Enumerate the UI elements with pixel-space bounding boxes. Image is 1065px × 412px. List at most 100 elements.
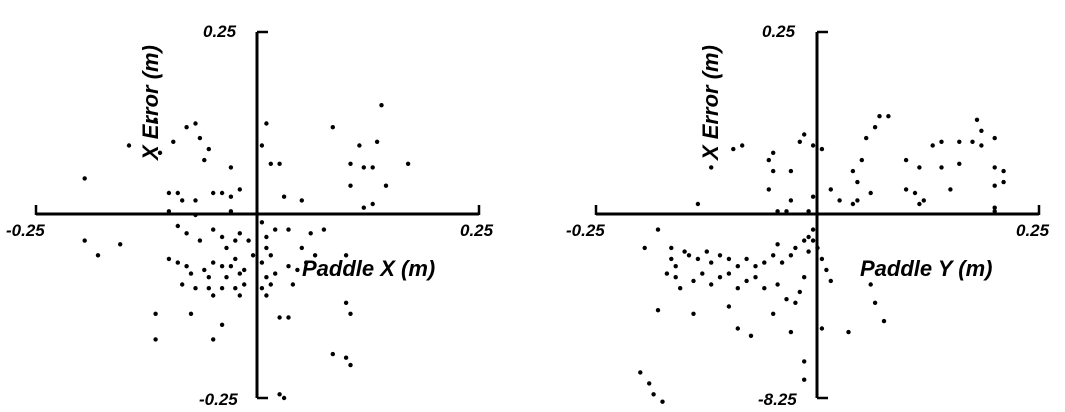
scatter-point — [126, 143, 132, 148]
scatter-point — [175, 190, 180, 196]
scatter-point — [802, 275, 807, 280]
scatter-point — [211, 227, 216, 232]
scatter-point — [992, 135, 997, 141]
scatter-point — [379, 103, 384, 108]
scatter-point — [802, 359, 807, 364]
scatter-point — [655, 308, 661, 313]
scatter-point — [735, 264, 740, 269]
scatter-point — [660, 399, 665, 404]
x-tick-label-min: -0.25 — [566, 221, 605, 240]
scatter-point — [374, 139, 380, 144]
scatter-point — [259, 143, 265, 148]
scatter-point — [211, 337, 216, 342]
scatter-point — [855, 198, 860, 203]
scatter-point — [153, 117, 158, 123]
scatter-point — [828, 187, 833, 192]
panel-paddle-x: -0.25 0.25 0.25 -0.25 X Error (m) Paddle… — [6, 22, 494, 409]
scatter-point — [771, 168, 776, 174]
scatter-point — [180, 198, 185, 203]
scatter-point — [228, 209, 234, 214]
scatter-point — [348, 311, 353, 316]
scatter-point — [806, 234, 811, 240]
scatter-point — [806, 209, 811, 214]
scatter-point — [286, 315, 291, 320]
scatter-point — [917, 165, 922, 170]
scatter-point — [242, 282, 247, 287]
scatter-point — [802, 377, 807, 382]
scatter-point — [1001, 168, 1006, 174]
scatter-point — [259, 260, 265, 265]
scatter-point — [361, 165, 366, 170]
scatter-point — [686, 253, 692, 258]
scatter-point — [921, 198, 926, 203]
scatter-point — [281, 395, 287, 401]
scatter-point — [771, 253, 776, 258]
scatter-point — [642, 245, 647, 251]
scatter-point — [775, 242, 780, 247]
scatter-point — [370, 165, 375, 170]
y-tick-label-min: -8.25 — [758, 390, 797, 409]
scatter-point — [250, 253, 256, 258]
scatter-point — [872, 300, 878, 305]
scatter-point — [157, 150, 163, 155]
scatter-point — [744, 256, 749, 262]
scatter-point — [118, 242, 123, 247]
scatter-point — [704, 249, 709, 254]
scatter-point — [166, 209, 172, 214]
y-axis-title: X Error (m) — [698, 45, 723, 162]
scatter-point — [775, 209, 780, 214]
scatter-point — [330, 351, 335, 357]
scatter-point — [348, 183, 353, 188]
scatter-point — [735, 286, 740, 291]
scatter-point — [211, 260, 216, 265]
x-tick-label-min: -0.25 — [6, 221, 45, 240]
scatter-point — [970, 139, 975, 144]
scatter-point — [219, 322, 225, 327]
scatter-point — [299, 245, 304, 251]
scatter-point — [188, 271, 194, 276]
scatter-point — [202, 267, 207, 273]
scatter-point — [850, 168, 856, 174]
scatter-point — [673, 264, 678, 269]
scatter-point — [992, 183, 997, 188]
scatter-point — [1001, 179, 1006, 185]
scatter-point — [277, 315, 282, 320]
scatter-point — [175, 260, 180, 265]
scatter-point — [810, 238, 816, 243]
scatter-point — [273, 271, 278, 276]
y-tick-label-max: 0.25 — [203, 22, 237, 41]
scatter-point — [206, 146, 211, 152]
scatter-point — [206, 275, 211, 280]
scatter-point — [872, 125, 878, 130]
scatter-point — [709, 260, 714, 265]
scatter-point — [695, 201, 701, 207]
scatter-point — [850, 201, 856, 207]
scatter-point — [726, 271, 732, 276]
scatter-point — [651, 392, 656, 397]
scatter-point — [992, 165, 997, 170]
scatter-point — [682, 249, 687, 254]
scatter-point — [264, 293, 269, 298]
scatter-point — [859, 157, 864, 163]
scatter-point — [175, 223, 180, 229]
scatter-point — [219, 264, 225, 269]
scatter-point — [153, 311, 158, 316]
scatter-point — [197, 238, 203, 243]
scatter-point — [308, 231, 313, 236]
x-tick-label-max: 0.25 — [1016, 221, 1050, 240]
scatter-point — [211, 293, 216, 298]
scatter-point — [361, 205, 366, 210]
scatter-point — [343, 355, 349, 360]
scatter-point — [700, 271, 705, 276]
scatter-point — [228, 165, 234, 170]
scatter-point — [348, 161, 353, 166]
scatter-point — [762, 286, 767, 291]
scatter-point — [259, 220, 265, 225]
scatter-point — [810, 227, 816, 232]
scatter-point — [202, 157, 207, 163]
scatter-point — [726, 256, 732, 262]
scatter-point — [695, 256, 701, 262]
scatter-point — [771, 311, 776, 316]
scatter-point — [295, 267, 300, 273]
scatter-point — [664, 271, 670, 276]
